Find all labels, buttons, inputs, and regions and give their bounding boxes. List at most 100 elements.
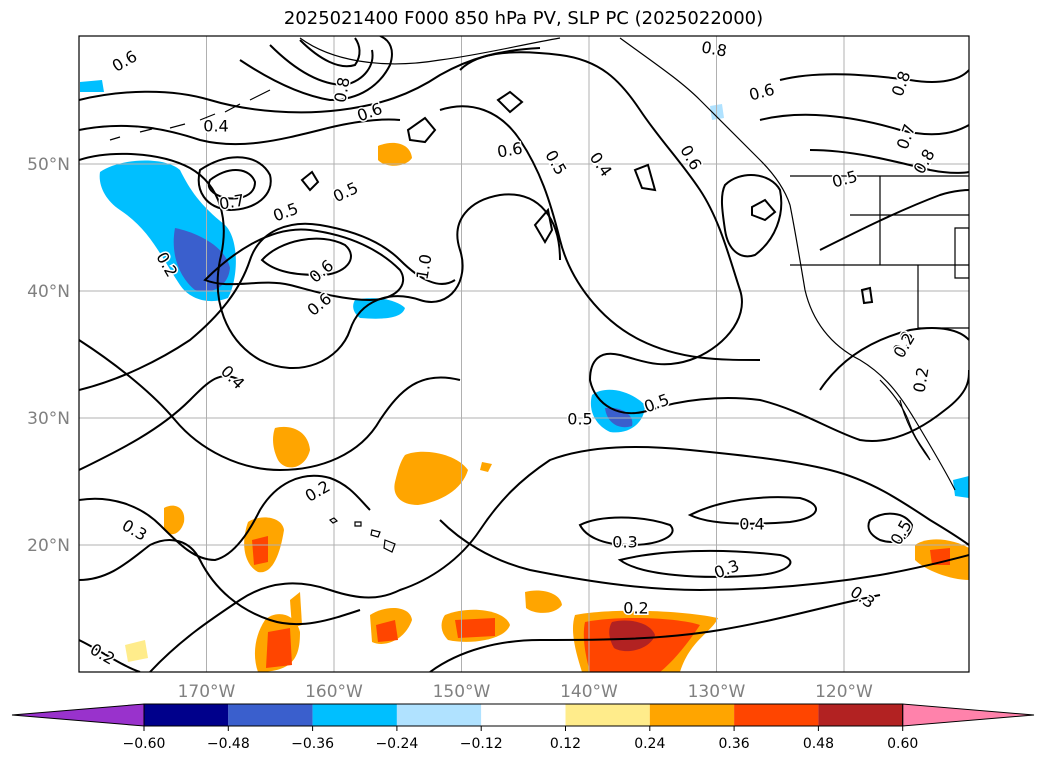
contour-label: 0.6 [109, 47, 141, 76]
colorbar-swatch [481, 704, 566, 726]
colorbar-swatch [396, 704, 482, 726]
contour-labels: 0.6 0.80.60.60.40.50.80.70.50.60.50.4 0.60… [85, 36, 940, 670]
contour-label: 0.2 [87, 640, 119, 669]
contour-line [459, 51, 969, 442]
colorbar-swatch [818, 704, 903, 726]
contour-line [496, 90, 524, 114]
contour-line [79, 118, 401, 146]
pv-shading-layer [80, 80, 969, 672]
contour-label: 0.5 [541, 147, 570, 179]
contour-label: 0.5 [887, 517, 916, 549]
contour-line [439, 105, 761, 361]
colorbar-tick-label: 0.24 [634, 736, 665, 752]
pv-positive-region [273, 426, 310, 468]
contour-line [197, 156, 272, 212]
border-states [790, 176, 969, 329]
contour-line [239, 36, 393, 102]
contour-line [779, 69, 969, 83]
pv-negative-core [173, 228, 230, 292]
contour-label: 0.2 [623, 599, 648, 618]
lat-tick-label: 20°N [27, 536, 70, 556]
colorbar-tick-label: 0.12 [550, 736, 581, 752]
map-frame [78, 35, 970, 673]
contour-line [149, 446, 969, 672]
pv-positive-core [609, 620, 655, 652]
colorbar-tick-label: 0.48 [803, 736, 834, 752]
contour-label: 0.5 [270, 199, 300, 226]
contour-line [299, 37, 361, 68]
lat-tick-label: 40°N [27, 282, 70, 302]
colorbar-swatch [565, 704, 650, 726]
contour-label: 0.2 [909, 366, 932, 394]
contour-line [207, 169, 257, 200]
contour-line [721, 173, 783, 258]
contour-label: 0.7 [893, 121, 920, 151]
colorbar-tick-label: −0.12 [460, 736, 503, 752]
contour-line [260, 237, 352, 277]
pv-positive-light [125, 640, 148, 662]
contour-label: 0.8 [700, 37, 728, 60]
pv-positive-region [164, 505, 185, 535]
colorbar-extend-low [11, 703, 145, 727]
contour-line [633, 163, 657, 192]
contour-line [819, 327, 969, 391]
colorbar-tick-label: −0.60 [123, 736, 166, 752]
map-title: 2025021400 F000 850 hPa PV, SLP PC (2025… [283, 8, 764, 29]
contour-line [203, 228, 405, 302]
colorbar-tick-label: −0.24 [375, 736, 418, 752]
contour-label: 0.3 [847, 582, 879, 612]
pv-positive-region [525, 590, 562, 613]
contour-line [867, 512, 914, 543]
pv-positive-core [455, 618, 495, 638]
contour-label: 0.5 [567, 410, 592, 429]
pv-positive-region [290, 592, 302, 628]
contour-line [79, 474, 371, 562]
pv-positive-light [480, 462, 492, 472]
contour-line [406, 116, 437, 144]
colorbar-swatch [144, 704, 229, 726]
lon-tick-label: 160°W [305, 682, 363, 702]
contour-label: 0.2 [302, 477, 334, 506]
pv-negative-region [80, 80, 104, 92]
lon-tick-label: 150°W [433, 682, 491, 702]
contour-label: 0.6 [676, 142, 705, 174]
colorbar-swatch [228, 704, 313, 726]
contour-line [79, 47, 541, 114]
latitude-labels: 50°N 40°N 30°N 20°N [27, 155, 70, 556]
pv-negative-region [353, 298, 405, 319]
contour-label: 0.8 [888, 68, 915, 98]
contour-lines [79, 36, 969, 672]
contour-label: 1.0 [412, 253, 435, 281]
lon-tick-label: 130°W [688, 682, 746, 702]
contour-line [860, 286, 874, 305]
colorbar-frame [143, 703, 904, 727]
colorbar-swatch [734, 704, 819, 726]
colorbar-tick-label: −0.36 [291, 736, 334, 752]
contour-line [429, 594, 881, 672]
contour-label: 0.4 [586, 149, 616, 181]
contour-line [533, 207, 554, 244]
contour-label: 0.5 [641, 390, 671, 417]
contour-label: 0.6 [747, 80, 777, 105]
lat-tick-label: 30°N [27, 409, 70, 429]
contour-label: 0.7 [218, 190, 246, 213]
pv-positive-region [378, 142, 412, 166]
contour-label: 0.4 [217, 362, 248, 393]
coastline-aleutians [109, 89, 271, 141]
coastline-hawaii [328, 517, 396, 553]
contour-label: 0.6 [304, 289, 336, 320]
pv-negative-region [953, 476, 969, 498]
contour-line [79, 375, 241, 471]
pv-positive-core [252, 536, 268, 565]
contour-line [269, 44, 374, 87]
contour-line [751, 198, 777, 222]
pv-positive-core [376, 620, 398, 642]
lon-tick-label: 170°W [178, 682, 236, 702]
contour-line [578, 516, 674, 547]
coastlines [109, 37, 969, 553]
lon-tick-label: 140°W [560, 682, 618, 702]
pv-positive-core [266, 628, 292, 668]
contour-label: 0.8 [330, 76, 353, 104]
contour-label: 0.6 [306, 256, 338, 287]
